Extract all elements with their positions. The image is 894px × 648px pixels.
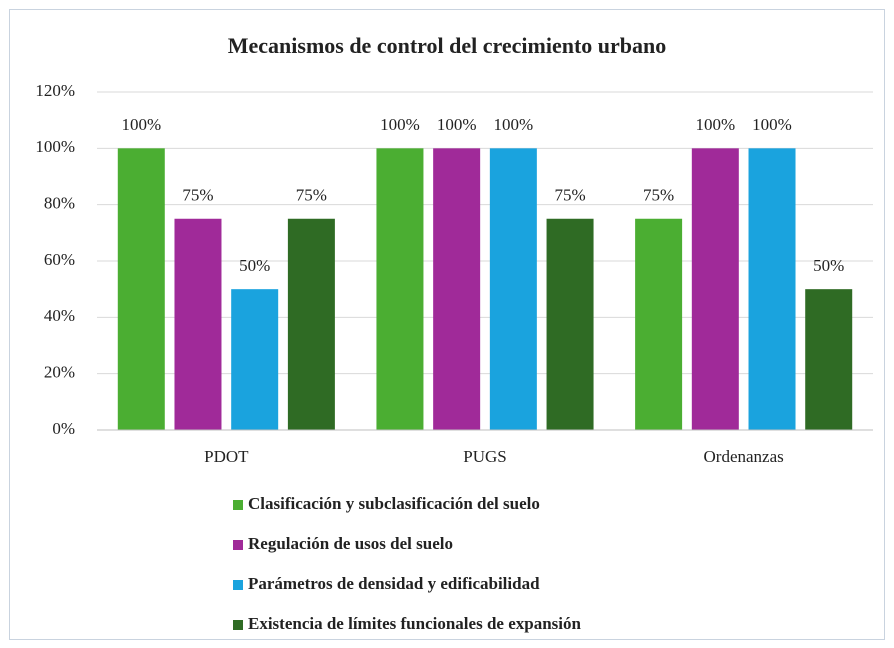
chart-title: Mecanismos de control del crecimiento ur…: [228, 33, 667, 58]
bar: [748, 148, 796, 431]
value-label: 100%: [494, 115, 534, 134]
y-tick-label: 80%: [44, 194, 75, 213]
value-label: 100%: [695, 115, 735, 134]
legend-label: Clasificación y subclasificación del sue…: [248, 494, 540, 513]
legend-label: Regulación de usos del suelo: [248, 534, 453, 553]
value-label: 75%: [296, 186, 327, 205]
value-label: 100%: [380, 115, 420, 134]
legend-swatch: [233, 620, 243, 630]
bar: [433, 148, 481, 431]
legend-label: Parámetros de densidad y edificabilidad: [248, 574, 540, 593]
value-label: 75%: [182, 186, 213, 205]
bar: [174, 218, 222, 430]
value-label: 75%: [643, 186, 674, 205]
value-label: 100%: [121, 115, 161, 134]
bar: [489, 148, 537, 431]
bar: [231, 289, 279, 430]
y-tick-label: 120%: [35, 81, 75, 100]
value-label: 50%: [813, 256, 844, 275]
x-tick-label: PDOT: [204, 447, 249, 466]
y-tick-label: 40%: [44, 306, 75, 325]
value-label: 100%: [437, 115, 477, 134]
bar: [376, 148, 424, 431]
x-tick-label: Ordenanzas: [704, 447, 784, 466]
y-tick-label: 60%: [44, 250, 75, 269]
legend-swatch: [233, 500, 243, 510]
value-label: 100%: [752, 115, 792, 134]
bar: [635, 218, 683, 430]
bar: [691, 148, 739, 431]
bar: [805, 289, 853, 430]
legend-label: Existencia de límites funcionales de exp…: [248, 614, 581, 633]
bar: [287, 218, 335, 430]
y-tick-label: 20%: [44, 363, 75, 382]
value-label: 50%: [239, 256, 270, 275]
y-tick-label: 0%: [52, 419, 75, 438]
y-tick-label: 100%: [35, 137, 75, 156]
value-label: 75%: [554, 186, 585, 205]
x-tick-label: PUGS: [463, 447, 506, 466]
legend-swatch: [233, 540, 243, 550]
bar: [546, 218, 594, 430]
bar: [117, 148, 165, 431]
legend-swatch: [233, 580, 243, 590]
